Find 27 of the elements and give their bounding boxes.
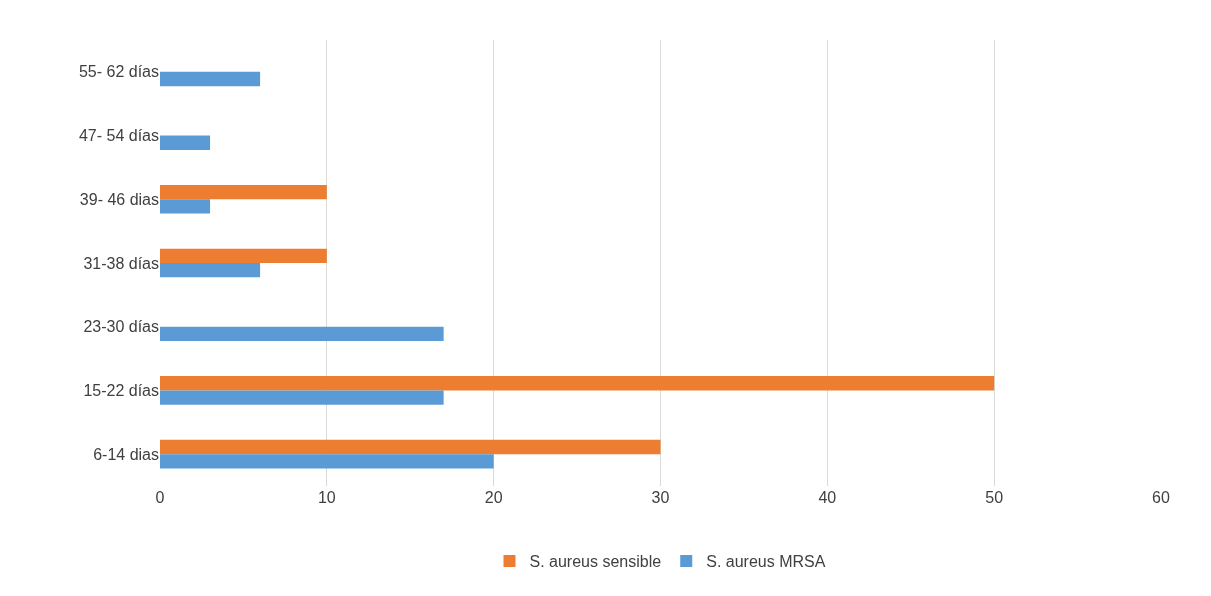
- y-tick-label: 23-30 días: [83, 318, 159, 336]
- y-tick-label: 47- 54 días: [78, 127, 159, 145]
- legend-label: S. aureus MRSA: [706, 553, 826, 571]
- x-tick-label: 0: [155, 489, 165, 506]
- x-tick-label: 30: [651, 489, 670, 506]
- bar: [160, 263, 261, 278]
- y-tick-label: 39- 46 dias: [79, 190, 159, 208]
- bar: [160, 199, 211, 214]
- y-tick-label: 31-38 días: [83, 254, 159, 272]
- x-tick-label: 60: [1152, 489, 1170, 506]
- bar: [160, 326, 444, 342]
- bar: [160, 71, 261, 87]
- bar: [160, 376, 995, 391]
- x-tick-label: 10: [317, 489, 336, 506]
- x-tick-label: 20: [484, 489, 503, 506]
- bar: [160, 390, 444, 405]
- bar: [160, 454, 494, 469]
- y-tick-label: 55- 62 días: [78, 63, 159, 81]
- x-tick-label: 50: [985, 489, 1004, 506]
- x-tick-label: 40: [818, 489, 837, 506]
- y-tick-label: 15-22 días: [83, 382, 159, 400]
- y-tick-label: 6-14 dias: [93, 445, 159, 463]
- bar: [160, 184, 327, 200]
- bar: [160, 135, 211, 150]
- legend-label: S. aureus sensible: [529, 553, 662, 571]
- bar: [160, 248, 327, 263]
- bar: [160, 439, 661, 455]
